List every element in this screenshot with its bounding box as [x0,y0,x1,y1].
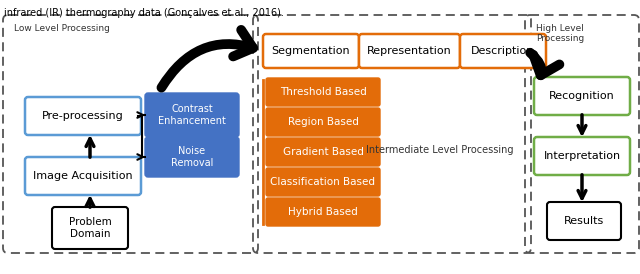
FancyArrowPatch shape [161,30,253,88]
Text: Region Based: Region Based [287,117,358,127]
Text: Contrast
Enhancement: Contrast Enhancement [158,104,226,126]
FancyBboxPatch shape [460,34,546,68]
FancyBboxPatch shape [52,207,128,249]
Text: Hybrid Based: Hybrid Based [288,207,358,217]
Text: Results: Results [564,216,604,226]
FancyBboxPatch shape [266,168,380,196]
FancyBboxPatch shape [25,157,141,195]
FancyBboxPatch shape [266,108,380,136]
FancyBboxPatch shape [547,202,621,240]
FancyBboxPatch shape [534,137,630,175]
FancyBboxPatch shape [145,93,239,137]
FancyBboxPatch shape [266,198,380,226]
Text: Gradient Based: Gradient Based [283,147,364,157]
Text: Description: Description [471,46,534,56]
Text: Interpretation: Interpretation [543,151,621,161]
Text: Threshold Based: Threshold Based [280,87,366,97]
Text: Image Acquisition: Image Acquisition [33,171,133,181]
Text: Noise
Removal: Noise Removal [171,146,213,168]
FancyBboxPatch shape [359,34,460,68]
Text: Pre-processing: Pre-processing [42,111,124,121]
Text: Intermediate Level Processing: Intermediate Level Processing [366,145,514,155]
Text: Classification Based: Classification Based [271,177,376,187]
FancyBboxPatch shape [263,34,359,68]
Text: infrared (IR) thermography data (Gonçalves et al., 2016).: infrared (IR) thermography data (Gonçalv… [4,8,284,18]
Text: Problem
Domain: Problem Domain [68,217,111,239]
Text: Recognition: Recognition [549,91,615,101]
FancyArrowPatch shape [530,53,559,75]
Text: Segmentation: Segmentation [272,46,350,56]
FancyBboxPatch shape [25,97,141,135]
Text: Low Level Processing: Low Level Processing [14,24,110,33]
FancyBboxPatch shape [534,77,630,115]
Text: High Level
Processing: High Level Processing [536,24,584,43]
FancyBboxPatch shape [266,78,380,106]
FancyBboxPatch shape [266,138,380,166]
FancyBboxPatch shape [145,137,239,177]
Text: Representation: Representation [367,46,452,56]
